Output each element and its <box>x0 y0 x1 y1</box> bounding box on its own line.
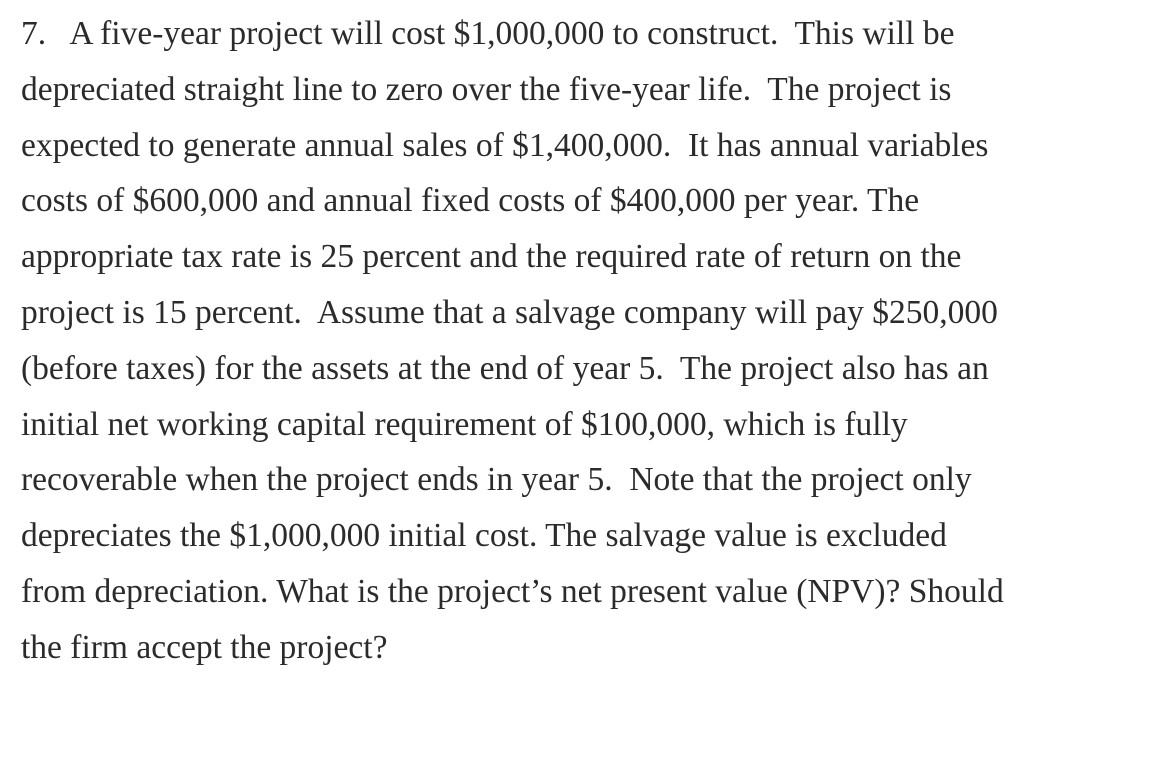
question-line: initial net working capital requirement … <box>21 405 908 443</box>
question-line: appropriate tax rate is 25 percent and t… <box>21 238 962 276</box>
question-line: depreciated straight line to zero over t… <box>21 70 952 108</box>
question-line: from depreciation. What is the project’s… <box>21 572 1004 610</box>
question-line: the firm accept the project? <box>21 628 388 666</box>
question-line: 7. A five-year project will cost $1,000,… <box>21 15 955 52</box>
question-line: project is 15 percent. Assume that a sal… <box>21 293 998 331</box>
question-line: costs of $600,000 and annual fixed costs… <box>21 182 920 220</box>
question-line: (before taxes) for the assets at the end… <box>21 349 989 387</box>
question-line: depreciates the $1,000,000 initial cost.… <box>21 517 947 555</box>
question-line: expected to generate annual sales of $1,… <box>21 126 989 164</box>
question-line: recoverable when the project ends in yea… <box>21 461 972 499</box>
question-7-text: 7. A five-year project will cost $1,000,… <box>21 6 1004 676</box>
